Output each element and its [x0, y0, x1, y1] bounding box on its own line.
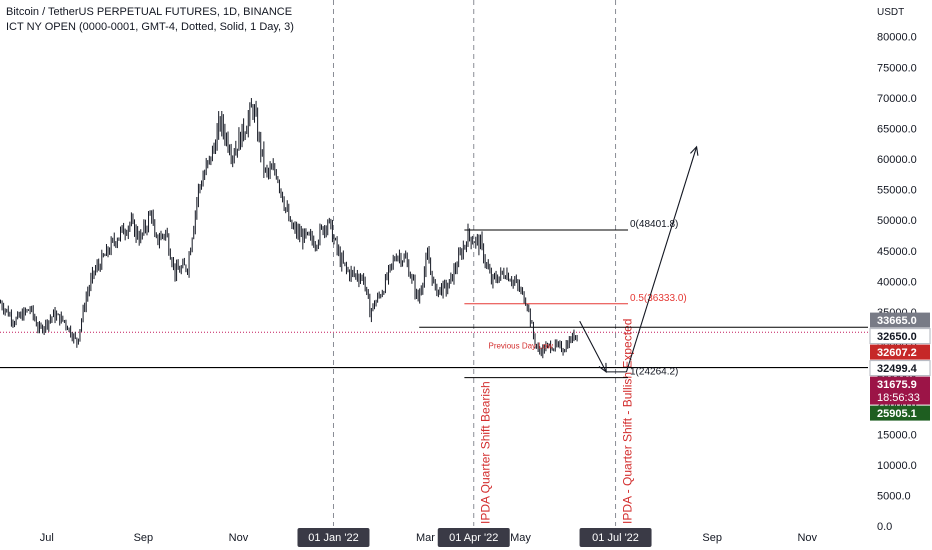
price-axis-unit: USDT — [877, 7, 904, 18]
projection-path-up — [625, 146, 698, 373]
price-label-2: 32607.2 — [877, 347, 917, 359]
quarter-note-1: IPDA Quarter Shift Bearish — [479, 381, 493, 524]
y-tick-label-3: 15000.0 — [877, 429, 917, 441]
y-tick-label-12: 60000.0 — [877, 154, 917, 166]
annotation-0: Previous Day Low — [488, 342, 553, 351]
price-label-1: 32650.0 — [877, 331, 917, 343]
price-axis — [870, 0, 932, 550]
x-tick-box-5 — [437, 528, 510, 547]
price-label-box-3 — [869, 360, 931, 377]
horizontal-levels-layer: 0(48401.8) 0.5(36333.0) 1(24264.2) — [0, 219, 868, 379]
price-label-3: 32499.4 — [877, 363, 918, 375]
x-tick-label-0: Jul — [40, 532, 54, 544]
x-tick-label-1: Sep — [134, 532, 154, 544]
y-tick-label-9: 45000.0 — [877, 246, 917, 258]
x-tick-box-3 — [297, 528, 370, 547]
chart-title: Bitcoin / TetherUS PERPETUAL FUTURES, 1D… — [6, 6, 293, 18]
y-tick-label-15: 75000.0 — [877, 62, 917, 74]
price-label-box-4 — [870, 376, 930, 405]
y-tick-label-11: 55000.0 — [877, 185, 917, 197]
x-tick-label-9: Nov — [797, 532, 817, 544]
drawings-layer: Previous Day Low — [488, 145, 699, 373]
y-tick-label-10: 50000.0 — [877, 215, 917, 227]
y-tick-label-14: 70000.0 — [877, 93, 917, 105]
price-label-4: 31675.9 — [877, 379, 917, 391]
candles-layer — [0, 98, 578, 359]
x-tick-label-8: Sep — [702, 532, 722, 544]
y-tick-label-16: 80000.0 — [877, 32, 917, 44]
arrow-head-down — [598, 362, 607, 373]
price-label-sub-4: 18:56:33 — [877, 392, 920, 404]
x-tick-label-6: May — [510, 532, 531, 544]
x-tick-label-2: Nov — [229, 532, 249, 544]
y-tick-label-0: 0.0 — [877, 521, 892, 533]
y-tick-label-8: 40000.0 — [877, 276, 917, 288]
price-labels-layer: 33665.0 32650.0 32607.2 32499.4 31675.918:56… — [869, 312, 931, 421]
price-label-5: 25905.1 — [877, 408, 917, 420]
quarter-note-2: IPDA - Quarter Shift - Bullish Expected — [621, 319, 635, 524]
arrow-head-up — [690, 145, 699, 156]
price-label-box-1 — [869, 328, 931, 345]
price-label-box-5 — [870, 405, 930, 421]
price-label-0: 33665.0 — [877, 315, 917, 327]
fib-label-1: 1(24264.2) — [630, 367, 678, 378]
time-axis — [0, 526, 870, 550]
x-tick-label-5: 01 Apr '22 — [449, 532, 498, 544]
vertical-lines-layer: IPDA Quarter Shift Bearish IPDA - Quarter… — [332, 0, 635, 526]
x-tick-label-7: 01 Jul '22 — [592, 532, 639, 544]
fib-label-0: 0(48401.8) — [630, 219, 678, 230]
indicator-legend[interactable]: ICT NY OPEN (0000-0001, GMT-4, Dotted, S… — [6, 21, 294, 33]
y-tick-label-1: 5000.0 — [877, 490, 911, 502]
y-tick-label-2: 10000.0 — [877, 460, 917, 472]
price-label-box-2 — [870, 344, 930, 360]
y-tick-label-13: 65000.0 — [877, 123, 917, 135]
x-tick-label-4: Mar — [416, 532, 435, 544]
fib-label-0.5: 0.5(36333.0) — [630, 293, 687, 304]
price-label-box-0 — [870, 312, 930, 328]
x-tick-label-3: 01 Jan '22 — [308, 532, 358, 544]
x-tick-box-7 — [579, 528, 652, 547]
